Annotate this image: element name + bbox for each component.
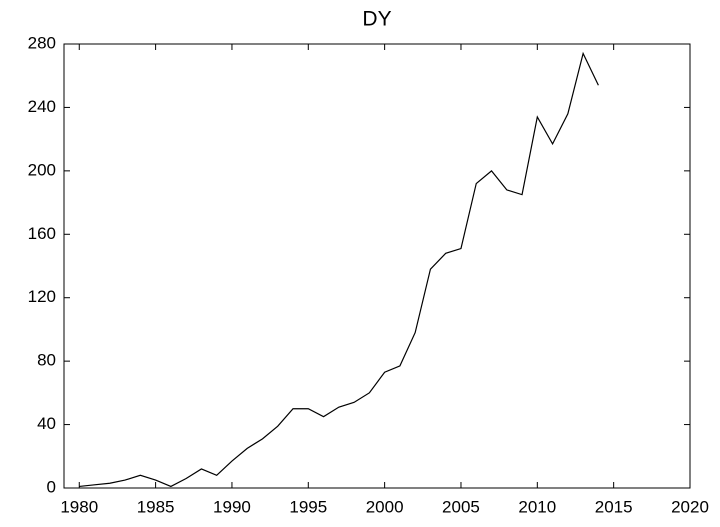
x-tick-label: 1995 bbox=[289, 497, 327, 516]
x-tick-label: 2000 bbox=[366, 497, 404, 516]
y-tick-label: 0 bbox=[47, 477, 56, 496]
x-tick-label: 2015 bbox=[595, 497, 633, 516]
chart-title: DY bbox=[362, 8, 391, 31]
y-tick-label: 80 bbox=[37, 351, 56, 370]
plot-frame bbox=[63, 43, 691, 489]
x-tick-label: 1990 bbox=[213, 497, 251, 516]
x-tick-label: 2010 bbox=[518, 497, 556, 516]
y-tick-label: 160 bbox=[28, 224, 56, 243]
y-tick-label: 40 bbox=[37, 414, 56, 433]
data-line bbox=[79, 51, 599, 488]
x-tick-label: 1985 bbox=[137, 497, 175, 516]
x-tick-label: 1980 bbox=[60, 497, 98, 516]
x-tick-label: 2020 bbox=[671, 497, 709, 516]
y-tick-label: 120 bbox=[28, 287, 56, 306]
y-tick-label: 280 bbox=[28, 33, 56, 52]
x-tick-label: 2005 bbox=[442, 497, 480, 516]
y-tick-label: 240 bbox=[28, 97, 56, 116]
y-tick-label: 200 bbox=[28, 160, 56, 179]
